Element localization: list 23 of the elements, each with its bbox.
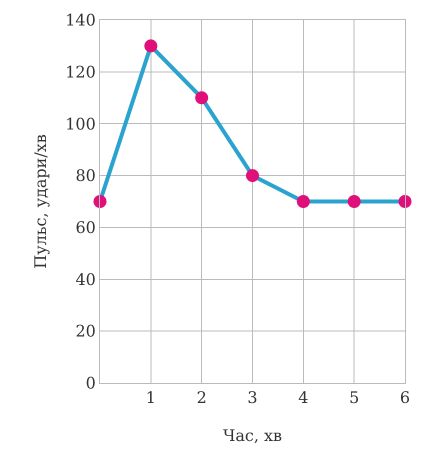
y-tick-label: 60 <box>75 218 96 238</box>
x-axis-title: Час, хв <box>222 426 282 445</box>
x-tick-label: 2 <box>196 388 207 408</box>
x-tick-label: 1 <box>146 388 156 408</box>
point <box>144 39 158 52</box>
y-tick-label: 80 <box>75 166 96 186</box>
point <box>94 195 106 208</box>
point <box>398 195 412 208</box>
y-tick-label: 20 <box>75 322 96 341</box>
x-tick-label: 4 <box>298 388 308 408</box>
x-tick-label: 3 <box>247 388 258 408</box>
y-tick-label: 0 <box>86 374 96 393</box>
y-axis-title: Пульс, удари/хв <box>31 134 50 269</box>
y-tick-label: 100 <box>65 114 96 134</box>
y-tick-label: 140 <box>65 10 96 30</box>
y-tick-label: 40 <box>75 270 96 289</box>
x-tick-label: 6 <box>400 388 410 408</box>
y-tick-label: 120 <box>65 62 96 82</box>
x-tick-label: 5 <box>349 388 360 408</box>
point <box>348 195 361 208</box>
point <box>195 91 208 104</box>
point <box>296 195 310 208</box>
point <box>246 169 259 182</box>
